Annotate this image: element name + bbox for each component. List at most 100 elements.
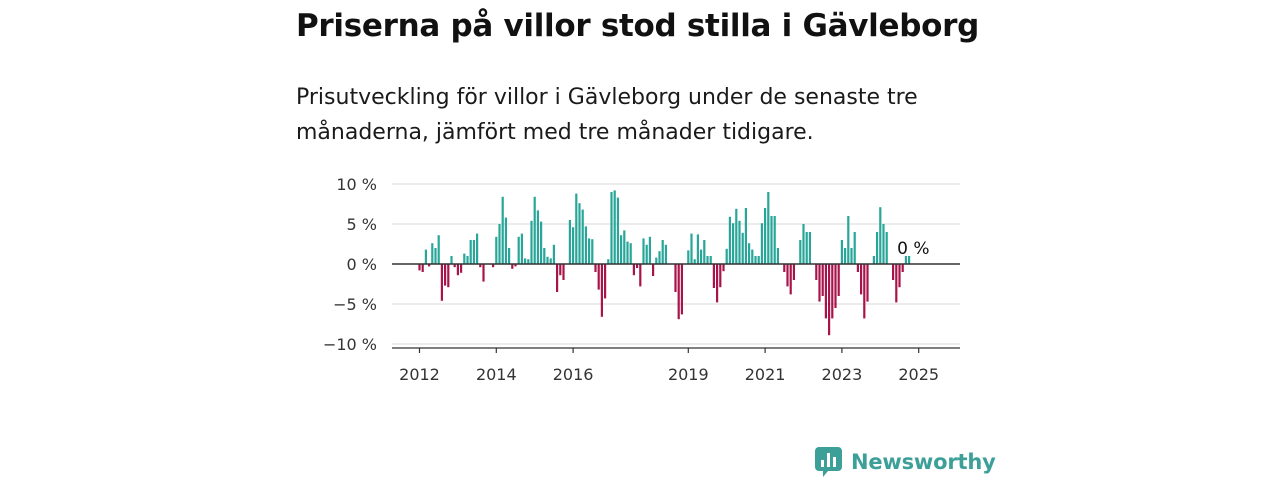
bar — [802, 224, 805, 264]
bar — [517, 236, 520, 264]
x-tick-label: 2014 — [476, 365, 517, 384]
bar — [559, 264, 562, 276]
bar — [444, 264, 447, 286]
bar — [901, 264, 904, 272]
bar — [607, 259, 610, 264]
bar — [572, 227, 575, 264]
bar — [511, 264, 514, 269]
bar — [604, 264, 607, 299]
bar — [776, 248, 779, 264]
bar — [872, 256, 875, 264]
brand-name: Newsworthy — [851, 450, 996, 474]
bar — [882, 224, 885, 264]
bar — [690, 233, 693, 264]
bar — [495, 236, 498, 264]
bar — [556, 264, 559, 292]
y-tick-label: 10 % — [336, 175, 377, 194]
bar — [434, 248, 437, 264]
bar — [524, 258, 527, 264]
bar — [741, 232, 744, 264]
newsworthy-logo-icon — [815, 447, 842, 477]
bar — [594, 264, 597, 272]
bar — [840, 240, 843, 264]
bar — [508, 248, 511, 264]
bar — [722, 264, 725, 272]
bar — [655, 257, 658, 264]
bar — [610, 192, 613, 264]
bar — [815, 264, 818, 280]
bar — [834, 264, 837, 308]
bar — [568, 220, 571, 264]
bar — [850, 248, 853, 264]
bar — [664, 244, 667, 264]
bar — [674, 264, 677, 292]
bar — [652, 264, 655, 276]
bar — [460, 264, 463, 273]
bar — [895, 264, 898, 303]
bar — [626, 241, 629, 264]
bar — [476, 233, 479, 264]
tick-labels: 10 % 5 % 0 % −5 % −10 % 2012 2014 2016 2019 2021 2… — [323, 175, 939, 384]
bar — [581, 209, 584, 264]
bar — [744, 208, 747, 264]
bar — [700, 249, 703, 264]
bar — [546, 256, 549, 264]
bar — [645, 244, 648, 264]
bar — [821, 264, 824, 296]
bar — [837, 264, 840, 296]
bar — [792, 264, 795, 280]
bar — [818, 264, 821, 302]
end-value-label: 0 % — [897, 239, 929, 259]
bar — [764, 208, 767, 264]
bar — [712, 264, 715, 288]
bar — [716, 264, 719, 303]
bar — [600, 264, 603, 317]
bar — [754, 256, 757, 264]
bar — [424, 249, 427, 264]
bar — [450, 256, 453, 264]
bar — [757, 256, 760, 264]
bar — [588, 238, 591, 264]
bar — [687, 250, 690, 264]
bar — [629, 243, 632, 264]
bar — [575, 193, 578, 264]
bar — [767, 192, 770, 264]
x-tick-label: 2025 — [898, 365, 939, 384]
bar — [789, 264, 792, 295]
bar — [770, 216, 773, 264]
axes — [392, 263, 960, 353]
x-tick-label: 2023 — [822, 365, 863, 384]
bar — [549, 258, 552, 264]
bar — [421, 264, 424, 272]
bar — [760, 223, 763, 264]
bar — [863, 264, 866, 319]
bar — [479, 264, 482, 268]
bar — [437, 235, 440, 264]
bar — [728, 216, 731, 264]
price-change-bar-chart: 10 % 5 % 0 % −5 % −10 % 2012 2014 2016 2019 2021 2… — [323, 175, 960, 384]
bar — [735, 208, 738, 264]
bar — [504, 217, 507, 264]
bar — [440, 264, 443, 301]
bar — [469, 240, 472, 264]
bar — [533, 196, 536, 264]
bar — [648, 236, 651, 264]
bar — [540, 221, 543, 264]
bar — [418, 264, 421, 271]
bar — [828, 264, 831, 336]
bar — [706, 256, 709, 264]
bar — [824, 264, 827, 319]
bar — [636, 264, 639, 268]
y-tick-label: −10 % — [323, 335, 377, 354]
bar — [703, 240, 706, 264]
bar — [661, 240, 664, 264]
bar — [696, 234, 699, 264]
bar — [536, 210, 539, 264]
bar — [693, 259, 696, 264]
bar — [719, 264, 722, 288]
bar — [738, 220, 741, 264]
bar — [751, 249, 754, 264]
bar — [773, 216, 776, 264]
bar — [892, 264, 895, 280]
bar — [725, 248, 728, 264]
